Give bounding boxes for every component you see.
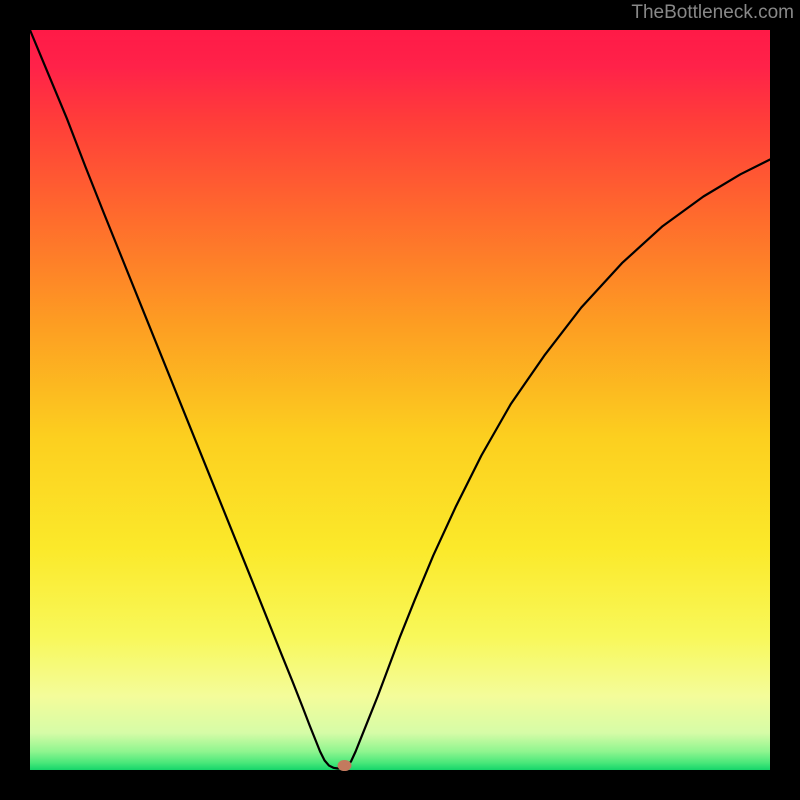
optimal-point-marker bbox=[338, 760, 352, 771]
plot-background-gradient bbox=[30, 30, 770, 770]
chart-root: TheBottleneck.com bbox=[0, 0, 800, 800]
watermark-text: TheBottleneck.com bbox=[631, 2, 794, 24]
gradient-v-curve-chart bbox=[0, 0, 800, 800]
